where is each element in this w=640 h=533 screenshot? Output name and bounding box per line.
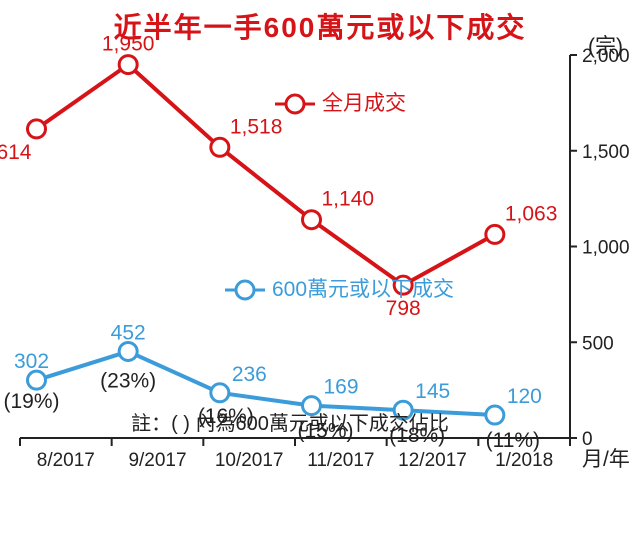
series-marker-total [303, 211, 321, 229]
percent-label: (11%) [486, 429, 540, 452]
x-tick-label: 9/2017 [128, 450, 186, 471]
series-marker-under600 [486, 406, 504, 424]
y-tick-label: 0 [582, 429, 593, 450]
data-label-under600: 302 [14, 350, 49, 373]
y-tick-label: 500 [582, 333, 614, 354]
x-tick-label: 10/2017 [215, 450, 284, 471]
data-label-under600: 169 [324, 376, 359, 399]
series-marker-under600 [119, 342, 137, 360]
x-tick-label: 1/2018 [495, 450, 553, 471]
series-marker-total [211, 138, 229, 156]
x-axis-label: 月/年 [582, 448, 630, 471]
x-tick-label: 8/2017 [37, 450, 95, 471]
data-label-total: 1,518 [230, 115, 283, 138]
data-label-total: 1,614 [0, 141, 32, 164]
legend-marker-total [286, 95, 304, 113]
percent-label: (19%) [3, 390, 59, 413]
chart-container: 近半年一手600萬元或以下成交 05001,0001,5002,000(宗)8/… [0, 0, 640, 533]
x-tick-label: 11/2017 [307, 450, 374, 471]
series-line-total [37, 65, 495, 286]
legend-label-under600: 600萬元或以下成交 [272, 278, 454, 301]
legend-marker-under600 [236, 281, 254, 299]
series-marker-under600 [211, 384, 229, 402]
series-marker-total [119, 56, 137, 74]
x-tick-label: 12/2017 [398, 450, 467, 471]
data-label-under600: 145 [415, 380, 450, 403]
series-marker-under600 [28, 371, 46, 389]
legend-label-total: 全月成交 [322, 92, 406, 115]
data-label-under600: 236 [232, 363, 267, 386]
y-tick-label: 1,500 [582, 142, 630, 163]
data-label-under600: 120 [507, 385, 542, 408]
series-marker-under600 [303, 397, 321, 415]
chart-note: 註：( ) 內為600萬元或以下成交佔比 [131, 412, 449, 435]
data-label-total: 1,063 [505, 202, 558, 225]
percent-label: (23%) [100, 369, 156, 392]
chart-svg: 05001,0001,5002,000(宗)8/20179/201710/201… [0, 0, 640, 533]
data-label-under600: 452 [111, 321, 146, 344]
data-label-total: 1,140 [322, 188, 375, 211]
chart-title: 近半年一手600萬元或以下成交 [0, 6, 640, 46]
series-marker-total [486, 225, 504, 243]
y-tick-label: 1,000 [582, 238, 630, 259]
series-marker-total [28, 120, 46, 138]
